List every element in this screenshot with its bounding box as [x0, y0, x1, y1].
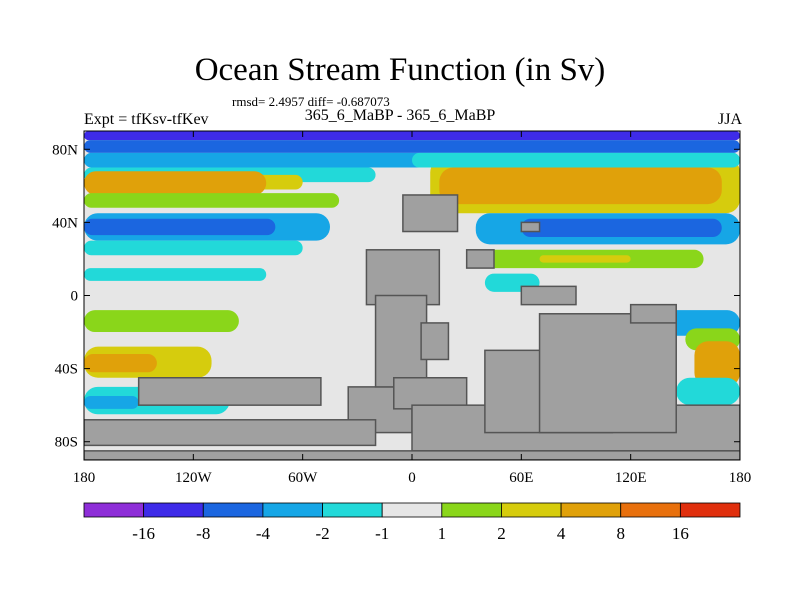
experiment-label: Expt = tfKsv-tfKev — [84, 111, 209, 128]
x-tick-label: 120W — [175, 470, 213, 486]
land-mass-4 — [393, 377, 468, 410]
y-tick-label: 80S — [55, 435, 78, 451]
land-mass-7 — [538, 313, 677, 434]
land-mass-12 — [520, 221, 541, 233]
x-tick-label: 180 — [73, 470, 96, 486]
colorbar-swatch — [143, 502, 204, 518]
contour-band-18 — [412, 152, 740, 168]
y-tick-label: 80N — [52, 142, 78, 158]
colorbar-swatch — [620, 502, 681, 518]
colorbar-swatch — [679, 502, 741, 518]
colorbar-label: 8 — [616, 524, 625, 543]
colorbar-label: -2 — [315, 524, 329, 543]
contour-band-10 — [84, 268, 267, 281]
x-tick-label: 0 — [408, 470, 416, 486]
case-label: 365_6_MaBP - 365_6_MaBP — [304, 107, 496, 124]
colorbar-label: 16 — [672, 524, 689, 543]
colorbar-swatch — [83, 502, 145, 518]
contour-band-17 — [439, 167, 722, 205]
contour-band-26 — [694, 341, 740, 387]
colorbar-swatch — [501, 502, 562, 518]
colorbar-label: 2 — [497, 524, 506, 543]
land-mass-14 — [84, 419, 377, 447]
stream-function-field — [84, 131, 740, 460]
map-axes: 180 120W 60W 0 60E 120E 180 80N 40N 0 40S 80S — [52, 130, 752, 486]
contour-band-27 — [676, 377, 740, 406]
colorbar-swatch — [560, 502, 622, 518]
land-mass-10 — [465, 249, 495, 269]
contour-band-1 — [84, 140, 740, 153]
contour-band-13 — [84, 353, 157, 373]
contour-band-22 — [539, 255, 631, 263]
y-tick-label: 0 — [71, 289, 79, 305]
stats-text: rmsd= 2.4957 diff= -0.687073 — [232, 94, 390, 109]
colorbar-label: 4 — [557, 524, 566, 543]
colorbar-label: -8 — [196, 524, 210, 543]
colorbar-label: 1 — [438, 524, 447, 543]
land-mass-11 — [520, 285, 577, 306]
colorbar-label: -16 — [132, 524, 155, 543]
map-plot — [84, 131, 740, 460]
contour-band-11 — [84, 310, 239, 333]
colorbar: -16 -8 -4 -2 -1 1 2 4 8 16 — [83, 502, 741, 543]
contour-band-15 — [84, 396, 139, 409]
colorbar-swatch — [381, 502, 443, 518]
land-mass-13 — [137, 377, 322, 406]
colorbar-label: -1 — [375, 524, 389, 543]
chart-title: Ocean Stream Function (in Sv) — [194, 52, 606, 88]
contour-band-9 — [84, 240, 303, 256]
colorbar-swatch — [202, 502, 264, 518]
contour-band-6 — [84, 193, 340, 208]
contour-band-20 — [521, 218, 722, 238]
land-mass-8 — [629, 303, 677, 324]
x-tick-label: 60W — [288, 470, 318, 486]
land-mass-3 — [420, 322, 450, 361]
colorbar-swatch — [262, 502, 323, 518]
x-tick-label: 60E — [509, 470, 533, 486]
land-mass-2 — [374, 294, 428, 388]
x-tick-label: 180 — [729, 470, 752, 486]
contour-band-8 — [84, 218, 276, 236]
contour-band-5 — [84, 171, 267, 195]
y-tick-label: 40S — [55, 362, 78, 378]
land-mass-9 — [402, 194, 459, 233]
x-tick-label: 120E — [615, 470, 647, 486]
colorbar-swatch — [441, 502, 502, 518]
season-label: JJA — [717, 111, 742, 128]
y-tick-label: 40N — [52, 215, 78, 231]
colorbar-swatch — [322, 502, 383, 518]
colorbar-label: -4 — [256, 524, 271, 543]
